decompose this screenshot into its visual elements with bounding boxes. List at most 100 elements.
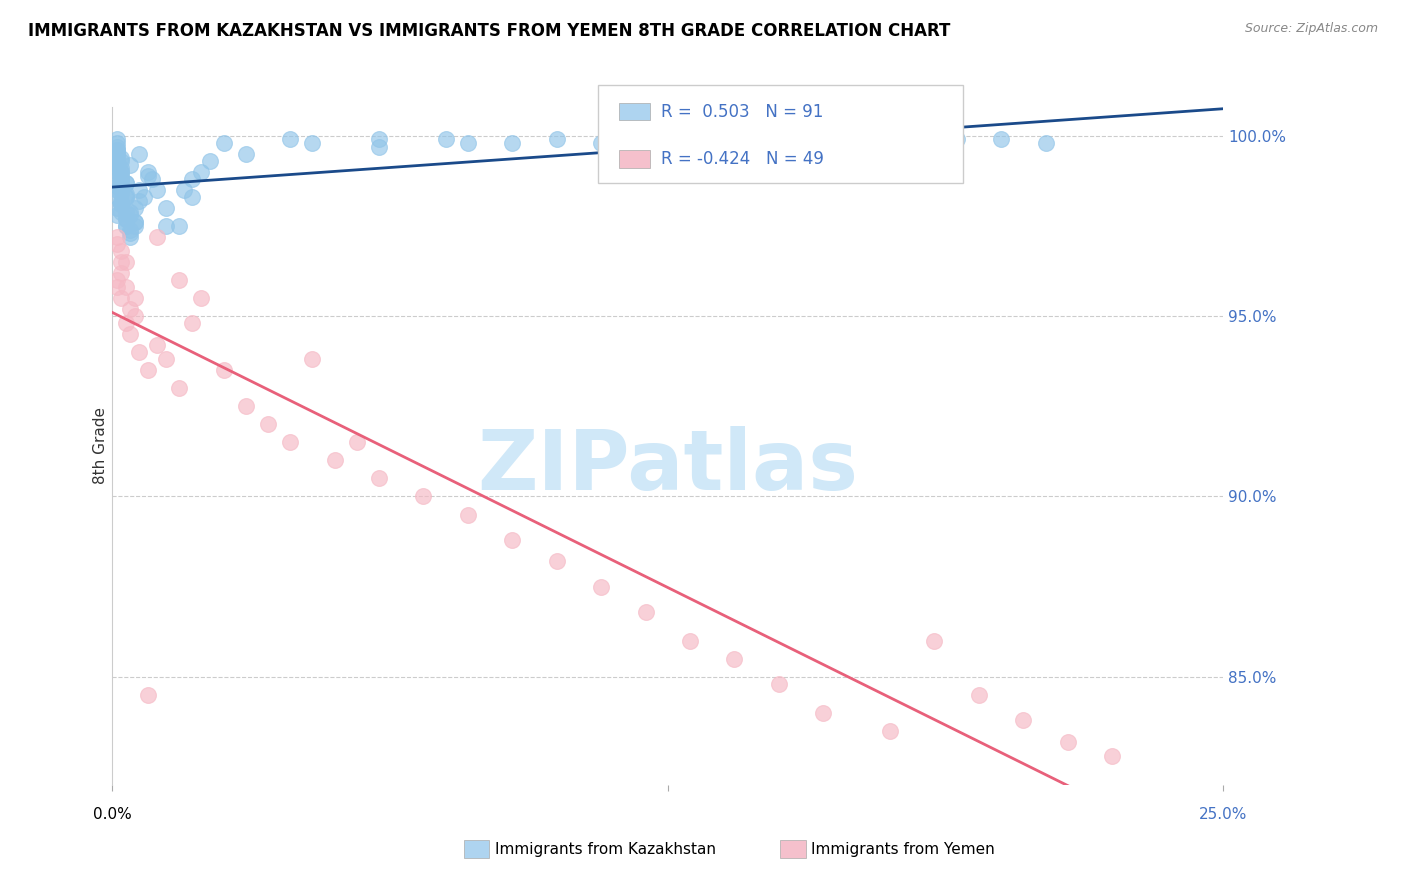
Point [879,723,901,738]
Point [105,151,128,165]
Point [679,132,702,146]
Point [110,255,132,269]
Point [105,144,128,158]
Point [591,580,613,594]
Point [155,219,177,233]
Point [114,219,136,233]
Point [457,508,479,522]
Point [212,136,235,150]
Text: 25.0%: 25.0% [1199,807,1247,822]
Point [323,453,346,467]
Point [128,183,150,197]
Point [1056,734,1078,748]
Point [114,255,136,269]
Point [120,204,142,219]
Point [114,186,136,201]
Point [110,161,132,176]
Point [181,172,204,186]
Point [110,172,132,186]
Point [114,204,136,219]
Point [136,688,159,702]
Point [110,197,132,211]
Point [1012,713,1035,727]
Text: R =  0.503   N = 91: R = 0.503 N = 91 [661,103,823,120]
Point [155,352,177,367]
Point [235,147,257,161]
Point [768,677,790,691]
Point [120,222,142,236]
Point [110,172,132,186]
Point [110,154,132,169]
Text: Immigrants from Kazakhstan: Immigrants from Kazakhstan [495,842,716,856]
Point [990,132,1012,146]
Point [634,605,657,619]
Point [110,186,132,201]
Point [856,136,879,150]
Point [212,363,235,377]
Point [120,230,142,244]
Point [945,132,967,146]
Point [110,291,132,305]
Point [105,161,128,176]
Point [120,327,142,342]
Point [141,172,163,186]
Point [1101,749,1123,764]
Point [105,132,128,146]
Point [155,201,177,215]
Point [114,190,136,204]
Point [190,165,212,179]
Point [110,244,132,259]
Point [110,197,132,211]
Point [967,688,990,702]
Point [173,183,195,197]
Point [105,183,128,197]
Point [546,554,568,568]
Point [105,179,128,194]
Point [181,190,204,204]
Text: ZIPatlas: ZIPatlas [478,425,858,507]
Text: 0.0%: 0.0% [93,807,132,822]
Point [128,345,150,359]
Text: Source: ZipAtlas.com: Source: ZipAtlas.com [1244,22,1378,36]
Point [110,204,132,219]
Point [114,190,136,204]
Point [105,237,128,252]
Point [114,176,136,190]
Point [120,226,142,240]
Point [105,280,128,294]
Point [105,190,128,204]
Point [105,208,128,222]
Point [128,147,150,161]
Text: Immigrants from Yemen: Immigrants from Yemen [811,842,995,856]
Point [679,633,702,648]
Point [105,139,128,153]
Point [124,219,146,233]
Point [368,471,391,485]
Point [105,158,128,172]
Point [146,338,169,352]
Point [136,165,159,179]
Point [591,136,613,150]
Point [120,158,142,172]
Point [136,169,159,183]
Point [301,136,323,150]
Point [105,273,128,287]
Point [257,417,280,432]
Point [546,132,568,146]
Point [434,132,457,146]
Point [136,363,159,377]
Point [105,147,128,161]
Point [105,158,128,172]
Point [167,381,190,395]
Point [110,194,132,208]
Point [146,230,169,244]
Point [105,144,128,158]
Point [368,132,391,146]
Point [124,309,146,323]
Point [301,352,323,367]
Point [132,190,155,204]
Point [110,151,132,165]
Point [124,215,146,229]
Point [278,132,301,146]
Point [114,211,136,226]
